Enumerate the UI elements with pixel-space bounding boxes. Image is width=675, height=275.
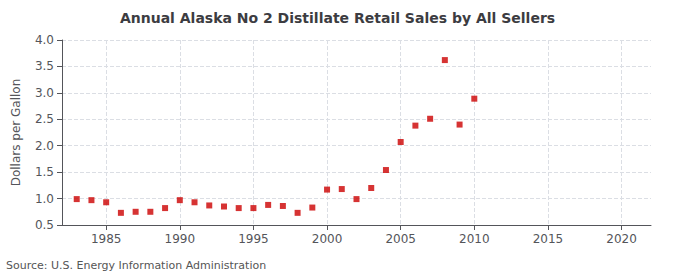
svg-text:2000: 2000 bbox=[312, 232, 343, 246]
svg-text:1995: 1995 bbox=[238, 232, 269, 246]
svg-text:3.0: 3.0 bbox=[35, 86, 54, 100]
svg-text:1.5: 1.5 bbox=[35, 165, 54, 179]
svg-text:Source: U.S. Energy Informatio: Source: U.S. Energy Information Administ… bbox=[6, 259, 266, 272]
svg-text:2015: 2015 bbox=[533, 232, 564, 246]
svg-text:2005: 2005 bbox=[385, 232, 416, 246]
svg-text:2.5: 2.5 bbox=[35, 112, 54, 126]
svg-text:1.0: 1.0 bbox=[35, 192, 54, 206]
svg-text:2010: 2010 bbox=[459, 232, 490, 246]
svg-text:2020: 2020 bbox=[606, 232, 637, 246]
svg-text:1985: 1985 bbox=[91, 232, 122, 246]
svg-text:0.5: 0.5 bbox=[35, 218, 54, 232]
svg-text:Dollars per Gallon: Dollars per Gallon bbox=[9, 79, 23, 187]
svg-text:3.5: 3.5 bbox=[35, 59, 54, 73]
svg-text:4.0: 4.0 bbox=[35, 33, 54, 47]
svg-text:1990: 1990 bbox=[165, 232, 196, 246]
svg-text:Annual Alaska No 2 Distillate: Annual Alaska No 2 Distillate Retail Sal… bbox=[120, 10, 555, 26]
svg-text:2.0: 2.0 bbox=[35, 139, 54, 153]
